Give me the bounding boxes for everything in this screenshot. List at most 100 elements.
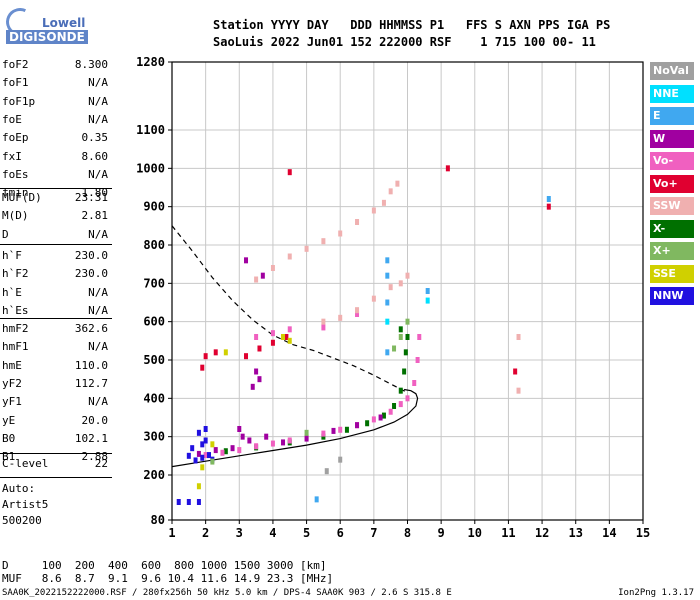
echo-point: [203, 426, 208, 432]
param-row: yE 20.0: [2, 414, 108, 432]
param-key: foEp: [2, 131, 29, 145]
echo-point: [412, 380, 417, 386]
echo-point: [287, 337, 292, 344]
echo-point: [355, 311, 360, 317]
echo-point: [254, 443, 259, 450]
echo-point: [230, 445, 235, 452]
param-key: yF2: [2, 376, 22, 390]
x-tick-label: 13: [568, 526, 582, 540]
param-value: N/A: [88, 167, 108, 181]
echo-point: [388, 284, 393, 291]
param-value: N/A: [88, 303, 108, 317]
echo-point: [260, 272, 265, 279]
y-tick-label: 900: [143, 200, 165, 214]
echo-point: [287, 437, 292, 444]
echo-point: [200, 454, 205, 461]
x-tick-label: 1: [168, 526, 175, 540]
param-value: 8.60: [81, 149, 109, 163]
echo-point: [257, 376, 262, 383]
param-row: foF2 8.300: [2, 58, 108, 76]
param-key: D: [2, 227, 9, 241]
param-value: N/A: [88, 340, 108, 354]
legend-item: Vo-: [650, 152, 694, 170]
param-row: fxI 8.60: [2, 150, 108, 168]
y-tick-label: 1000: [136, 161, 165, 175]
param-row: M(D) 2.81: [2, 209, 108, 227]
echo-point: [546, 203, 551, 210]
echo-point: [516, 334, 521, 340]
echo-point: [213, 349, 218, 356]
echo-point: [220, 449, 225, 456]
echo-point: [196, 450, 201, 457]
auto-line: Auto:: [2, 482, 36, 495]
echo-point: [381, 199, 386, 206]
param-key: h`Es: [2, 303, 29, 317]
echo-point: [247, 437, 252, 444]
echo-point: [314, 496, 319, 503]
echo-point: [200, 441, 205, 448]
param-key: foF1: [2, 76, 29, 90]
echo-point: [223, 448, 228, 455]
header-line-1: Station YYYY DAY DDD HHMMSS P1 FFS S AXN…: [213, 18, 611, 32]
echo-point: [254, 276, 259, 283]
param-key: B0: [2, 431, 16, 445]
param-key: hmF2: [2, 322, 29, 335]
y-tick-label: 800: [143, 238, 165, 252]
param-key: foF1p: [2, 94, 36, 108]
x-tick-label: 8: [404, 526, 411, 540]
echo-point: [344, 426, 349, 433]
echo-point: [398, 387, 403, 394]
param-value: 230.0: [74, 267, 108, 281]
echo-point: [331, 427, 336, 434]
param-row: h`Es N/A: [2, 304, 108, 322]
echo-point: [388, 408, 393, 415]
param-value: N/A: [88, 395, 108, 409]
y-tick-label: 80: [151, 513, 165, 527]
y-tick-label: 500: [143, 353, 165, 367]
y-tick-label: 600: [143, 315, 165, 329]
echo-point: [425, 288, 430, 294]
param-value: 110.0: [74, 358, 108, 372]
echo-point: [398, 334, 403, 340]
echo-point: [415, 357, 420, 363]
echo-point: [402, 368, 407, 375]
echo-point: [304, 429, 309, 436]
param-key: h`F2: [2, 267, 29, 281]
param-row: hmF1 N/A: [2, 340, 108, 358]
legend-item: W: [650, 129, 694, 148]
param-key: fxI: [2, 149, 22, 163]
echo-point: [244, 257, 249, 264]
param-row: foF1 N/A: [2, 76, 108, 94]
echo-point: [516, 387, 521, 394]
legend-item: NoVal: [650, 62, 694, 80]
echo-point: [237, 447, 242, 454]
param-row: foF1p N/A: [2, 95, 108, 113]
echo-point: [385, 299, 390, 306]
param-row: MUF(D) 23.31: [2, 191, 108, 209]
echo-point: [425, 297, 430, 304]
echo-point: [417, 334, 422, 340]
echo-point: [196, 429, 201, 436]
echo-point: [355, 219, 360, 225]
echo-point: [257, 345, 262, 352]
param-row: C-level 22: [2, 457, 108, 475]
header-line-2: SaoLuis 2022 Jun01 152 222000 RSF 1 715 …: [213, 35, 596, 49]
param-value: 2.81: [81, 209, 109, 223]
echo-point: [237, 426, 242, 432]
param-key: h`F: [2, 249, 22, 262]
echo-point: [186, 452, 191, 459]
legend-item: SSE: [650, 264, 694, 283]
auto-line: Artist5: [2, 498, 49, 511]
echo-point: [405, 318, 410, 325]
param-key: hmE: [2, 358, 22, 372]
echo-point: [371, 295, 376, 302]
param-value: 1.80: [81, 186, 109, 200]
param-separator: [0, 244, 112, 245]
echo-point: [392, 403, 397, 409]
legend-item: X-: [650, 219, 694, 238]
param-value: 230.0: [74, 249, 108, 262]
param-key: fmin: [2, 186, 29, 200]
echo-point: [186, 499, 191, 505]
echo-point: [321, 324, 326, 331]
echo-point: [385, 257, 390, 264]
